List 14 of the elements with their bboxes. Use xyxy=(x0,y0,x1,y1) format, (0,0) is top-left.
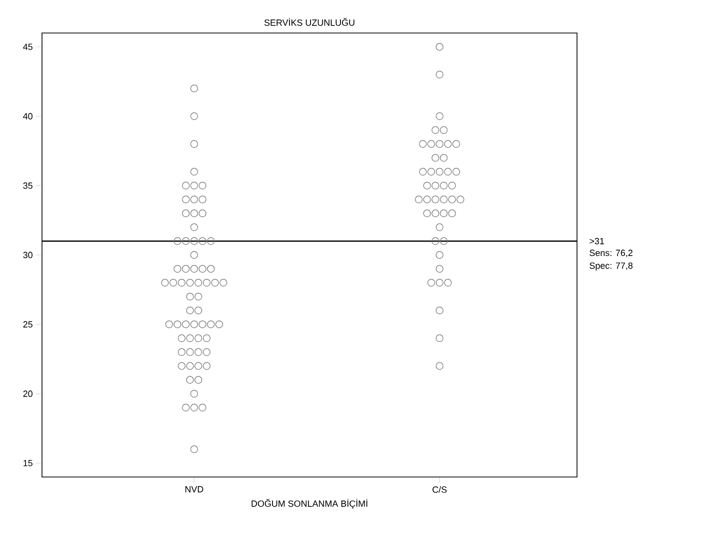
y-tick-label: 15 xyxy=(24,460,32,466)
chart-title: SERVİKS UZUNLUĞU xyxy=(264,18,354,26)
y-tick-label: 45 xyxy=(23,44,32,50)
x-tick-label: C/S xyxy=(432,486,447,493)
y-tick-label: 20 xyxy=(23,390,32,397)
text: Sens: 76,2 xyxy=(590,250,632,258)
text: Spec: 77,8 xyxy=(590,262,633,271)
ref-line-label: >31 xyxy=(590,238,604,244)
x-tick-label: NVD xyxy=(185,486,204,492)
y-tick-label: 40 xyxy=(23,113,32,120)
y-tick-label: 30 xyxy=(23,252,32,258)
x-axis-title: DOĞUM SONLANMA BİÇİMİ xyxy=(252,498,368,509)
y-tick-label: 35 xyxy=(23,182,32,189)
y-tick-label: 25 xyxy=(23,321,32,328)
